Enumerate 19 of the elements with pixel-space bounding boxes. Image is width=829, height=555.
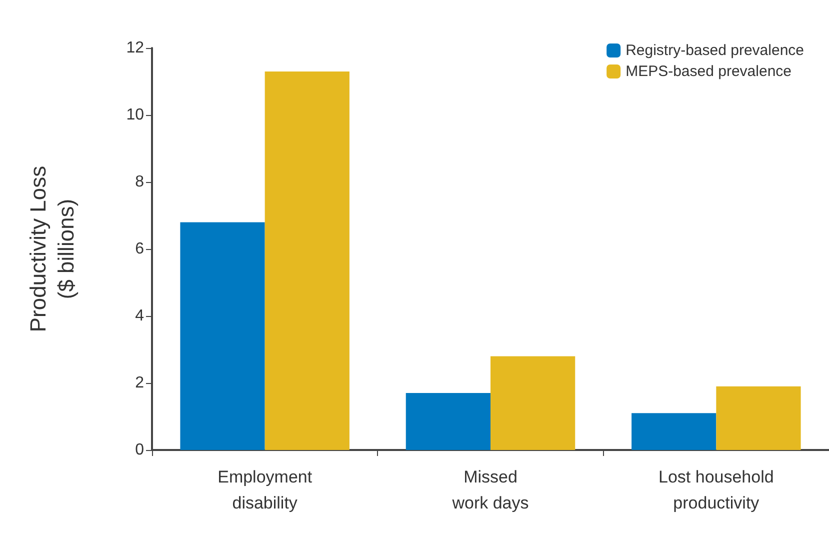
y-tick-label: 6 [135, 240, 144, 258]
x-tick-label: Lost household productivity [658, 468, 774, 512]
y-tick-label: 8 [135, 174, 144, 190]
bar [264, 71, 350, 450]
y-tick-label: 10 [126, 106, 144, 124]
y-tick-label: 2 [135, 374, 144, 392]
y-tick-label: 4 [135, 308, 144, 324]
bar [632, 413, 716, 450]
bar [490, 356, 576, 450]
legend-label: MEPS-based prevalence [626, 63, 792, 80]
y-tick-label: 12 [126, 40, 144, 56]
bar [406, 393, 490, 450]
y-axis-title: Productivity Loss ($ billions) [26, 166, 78, 332]
x-tick-label: Employment disability [218, 468, 312, 512]
bar [716, 386, 801, 450]
legend-label: Registry-based prevalence [626, 42, 804, 59]
bar [180, 222, 265, 450]
y-tick-label: 0 [135, 442, 144, 458]
x-tick-label: Missed work days [451, 468, 529, 512]
